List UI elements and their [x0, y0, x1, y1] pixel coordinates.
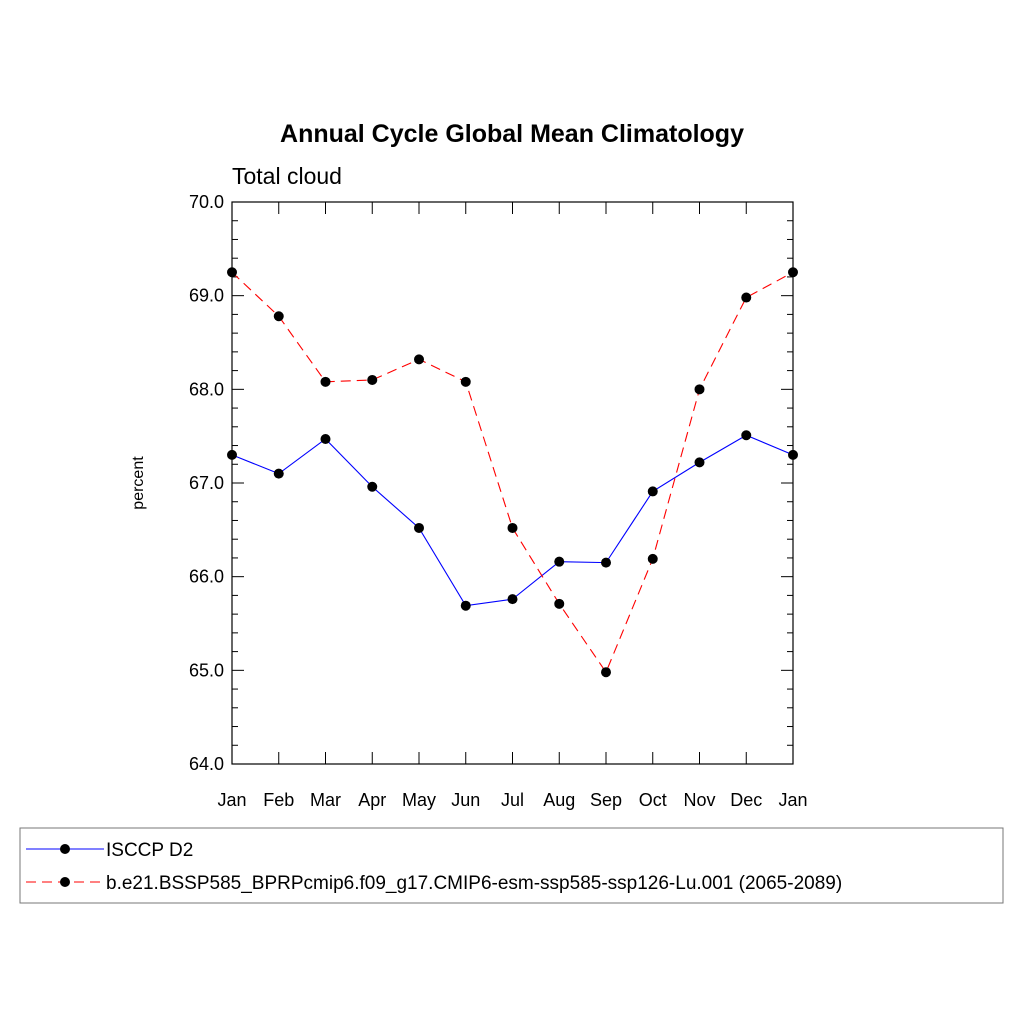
- data-point: [554, 556, 565, 567]
- y-tick-label: 70.0: [189, 192, 224, 212]
- x-tick-label: Oct: [639, 790, 667, 810]
- data-point: [647, 486, 658, 497]
- y-tick-label: 65.0: [189, 660, 224, 680]
- series-line: [231, 271, 794, 674]
- legend-box: [19, 827, 1004, 904]
- x-tick-label: Apr: [358, 790, 386, 810]
- data-point: [320, 433, 331, 444]
- legend-marker: [60, 844, 70, 854]
- series-2: [227, 267, 798, 678]
- data-point: [367, 374, 378, 385]
- x-tick-label: Aug: [543, 790, 575, 810]
- data-point: [788, 267, 798, 278]
- chart-subtitle: Total cloud: [232, 163, 342, 189]
- legend: ISCCP D2 b.e21.BSSP585_BPRPcmip6.f09_g17.…: [19, 827, 1004, 904]
- x-tick-label: Feb: [263, 790, 294, 810]
- x-tick-label: Sep: [590, 790, 622, 810]
- x-tick-label: Jul: [501, 790, 524, 810]
- x-tick-label: Jan: [217, 790, 246, 810]
- data-point: [554, 598, 565, 609]
- x-tick-label: Mar: [310, 790, 341, 810]
- data-point: [741, 292, 752, 303]
- y-tick-label: 66.0: [189, 567, 224, 587]
- data-point: [414, 522, 424, 533]
- data-point: [227, 449, 237, 460]
- data-point: [460, 376, 471, 387]
- y-tick-label: 67.0: [189, 473, 224, 493]
- data-point: [507, 594, 518, 605]
- plot-frame: [231, 201, 794, 765]
- data-point: [273, 311, 284, 322]
- data-point: [460, 600, 471, 611]
- data-point: [788, 449, 798, 460]
- data-point: [601, 557, 611, 568]
- data-point: [227, 267, 237, 278]
- chart-title: Annual Cycle Global Mean Climatology: [280, 120, 744, 148]
- data-point: [273, 468, 284, 479]
- x-tick-label: Jan: [778, 790, 807, 810]
- legend-marker: [60, 877, 70, 887]
- y-axis-label: percent: [130, 456, 147, 510]
- axis-ticks: 64.0 65.0 66.0 67.0 68.0 69.0 70.0 Jan Feb Mar Apr…: [189, 192, 808, 810]
- y-tick-label: 68.0: [189, 379, 224, 399]
- data-point: [694, 457, 705, 468]
- data-point: [741, 430, 752, 441]
- series-layer: [227, 267, 798, 678]
- x-tick-label: Dec: [730, 790, 762, 810]
- x-tick-label: May: [402, 790, 436, 810]
- y-tick-label: 69.0: [189, 286, 224, 306]
- y-tick-label: 64.0: [189, 754, 224, 774]
- x-tick-label: Jun: [451, 790, 480, 810]
- x-tick-label: Nov: [683, 790, 715, 810]
- data-point: [320, 376, 331, 387]
- series-line: [231, 434, 794, 607]
- series-1: [227, 430, 798, 611]
- data-point: [414, 354, 424, 365]
- data-point: [601, 667, 611, 678]
- data-point: [367, 481, 378, 492]
- data-point: [647, 553, 658, 564]
- data-point: [507, 522, 518, 533]
- legend-label: ISCCP D2: [106, 840, 193, 861]
- legend-label: b.e21.BSSP585_BPRPcmip6.f09_g17.CMIP6-es…: [106, 873, 842, 894]
- data-point: [694, 384, 705, 395]
